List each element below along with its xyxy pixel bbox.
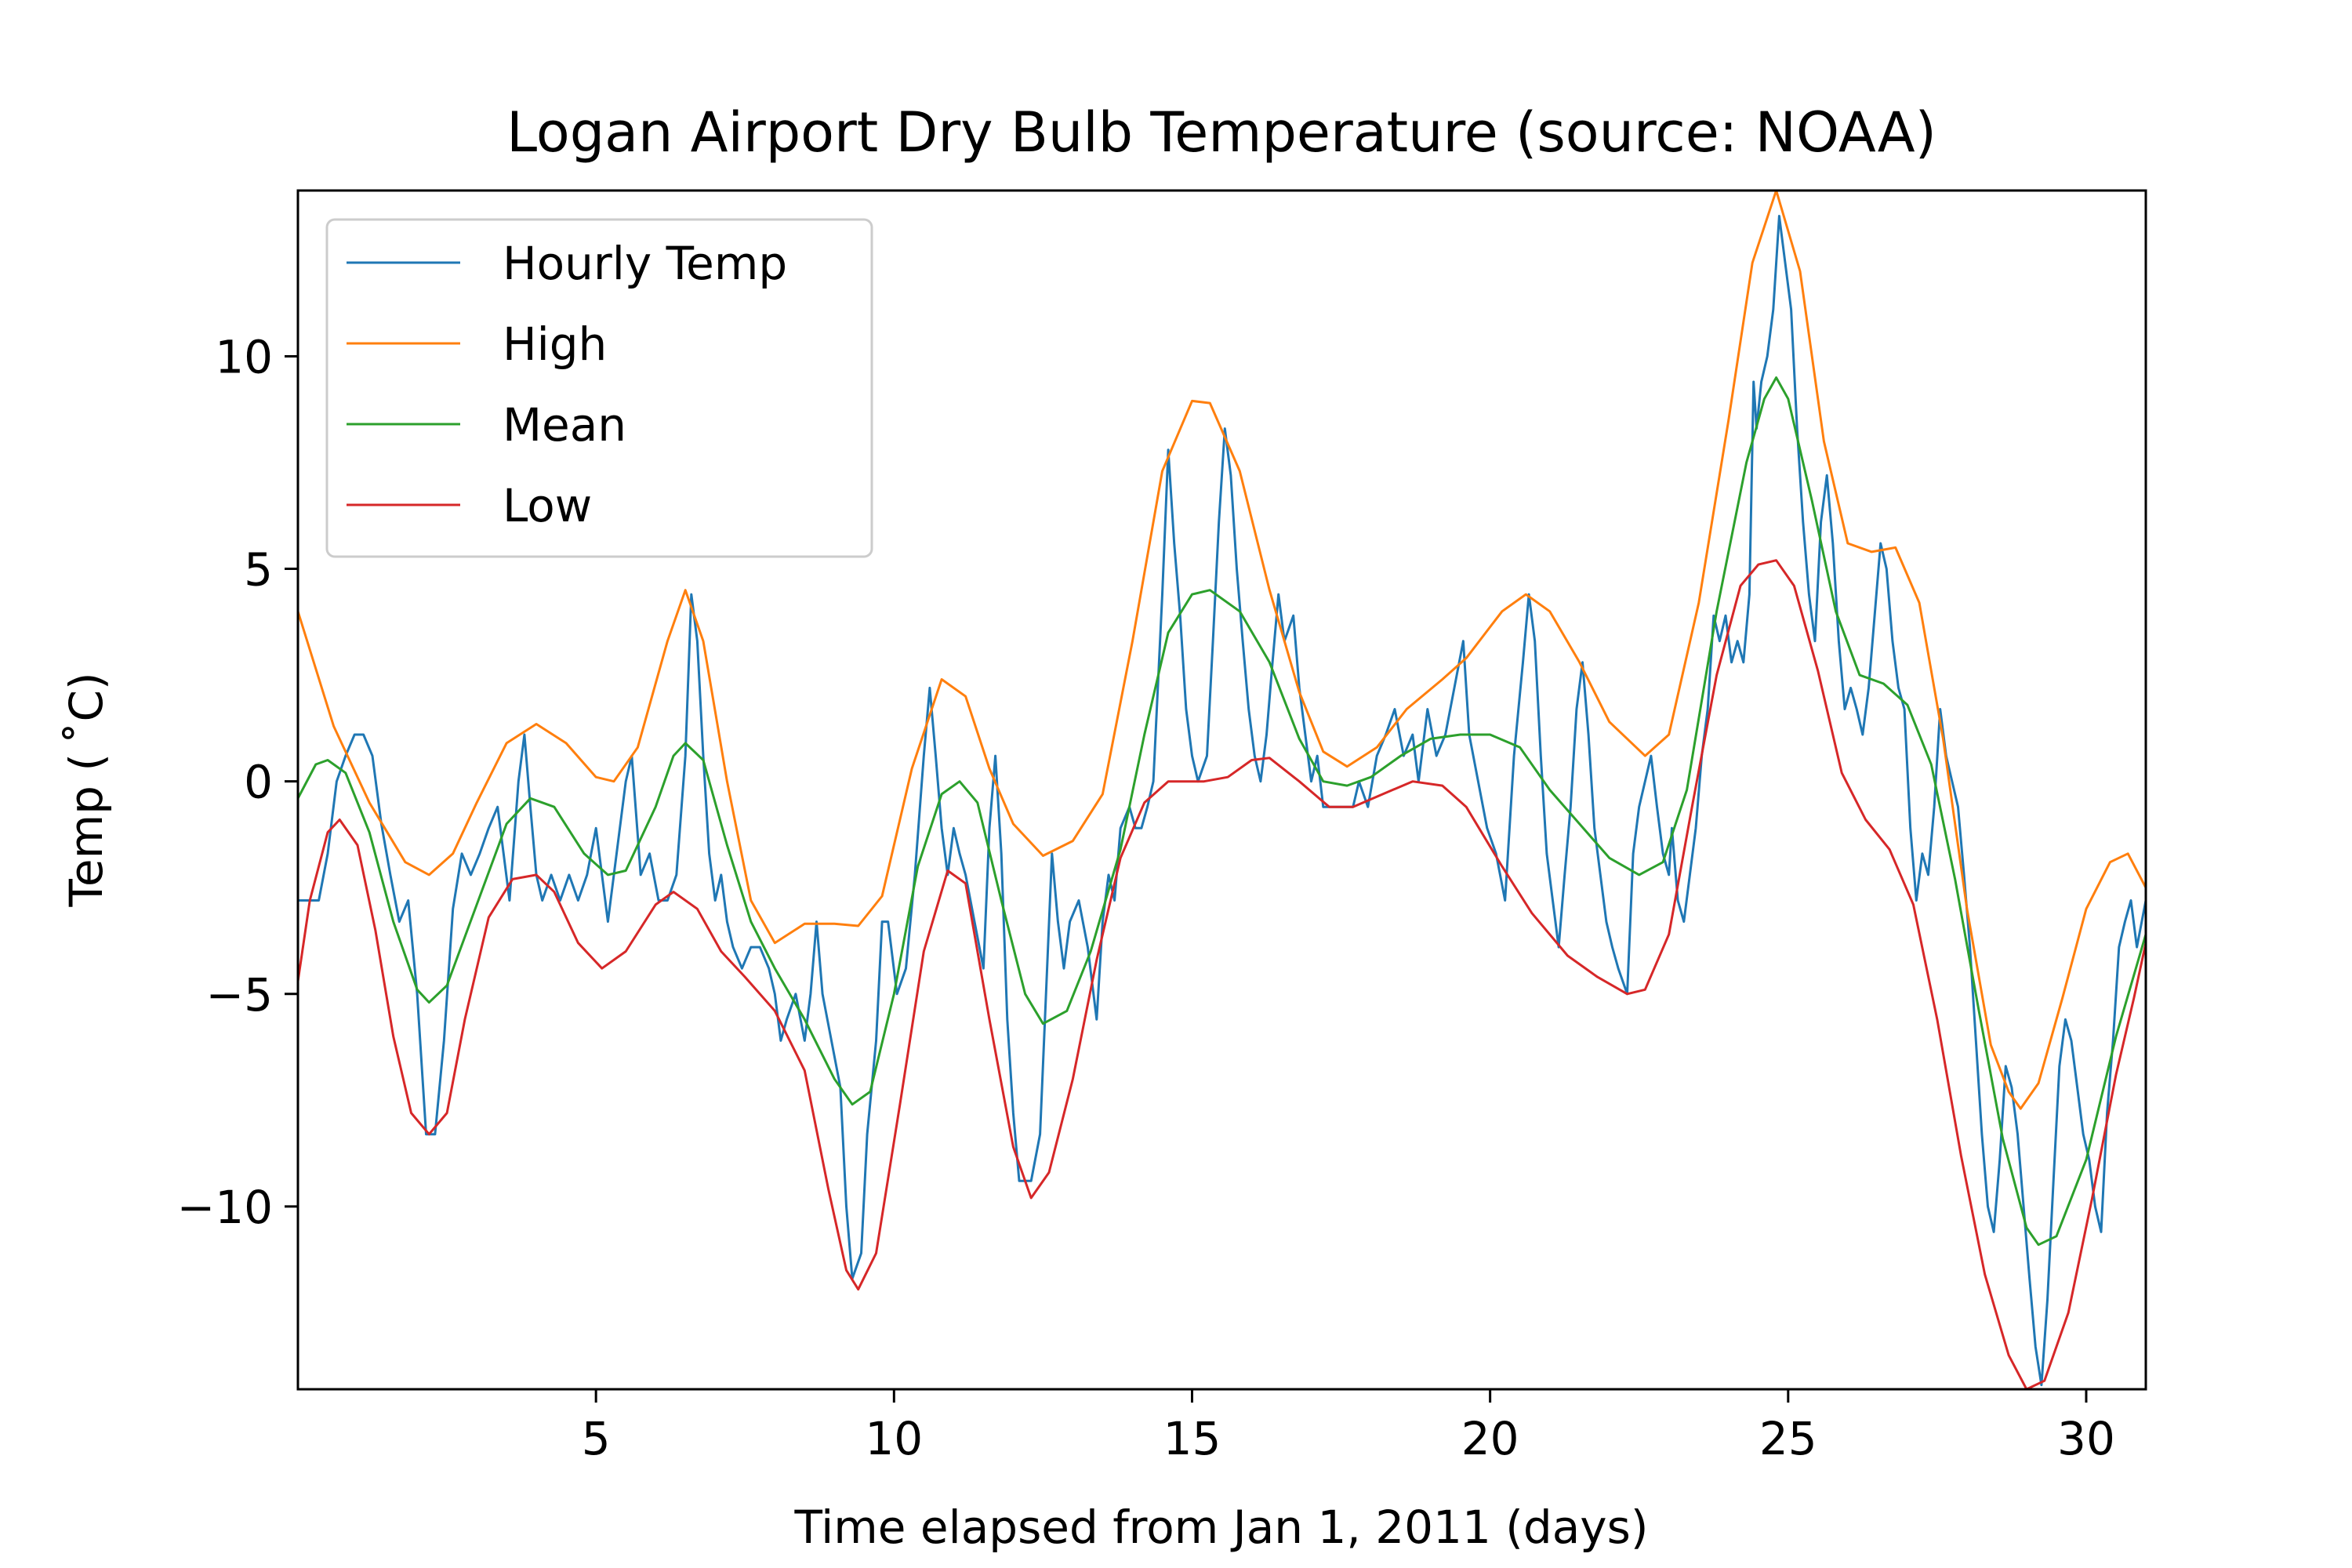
x-tick-label: 15 xyxy=(1163,1412,1221,1465)
x-tick-label: 25 xyxy=(1759,1412,1817,1465)
series-layer xyxy=(298,191,2146,1389)
x-tick-label: 20 xyxy=(1461,1412,1519,1465)
series-line-mean xyxy=(298,376,2146,1247)
legend-label-high: High xyxy=(503,318,607,371)
x-tick-label: 5 xyxy=(582,1412,611,1465)
y-tick-label: −5 xyxy=(206,968,274,1022)
x-axis-ticks: 5 10 15 20 25 30 xyxy=(582,1389,2115,1465)
y-axis-ticks: −10 −5 0 5 10 xyxy=(177,330,298,1234)
x-tick-label: 10 xyxy=(865,1412,923,1465)
y-tick-label: 0 xyxy=(244,756,273,809)
y-tick-label: −10 xyxy=(177,1181,273,1234)
legend: Hourly Temp High Mean Low xyxy=(325,218,873,558)
legend-label-mean: Mean xyxy=(503,398,626,452)
chart-title: Logan Airport Dry Bulb Temperature (sour… xyxy=(506,100,1936,165)
y-axis-label: Temp ( ˚C) xyxy=(60,672,113,907)
y-tick-label: 5 xyxy=(244,543,273,597)
series-line-low xyxy=(298,559,2146,1389)
legend-label-low: Low xyxy=(503,479,592,532)
series-line-high xyxy=(298,191,2146,1110)
legend-frame xyxy=(325,218,873,558)
x-axis-label: Time elapsed from Jan 1, 2011 (days) xyxy=(794,1501,1649,1554)
y-tick-label: 10 xyxy=(215,330,273,383)
x-tick-label: 30 xyxy=(2057,1412,2115,1465)
legend-label-hourly-temp: Hourly Temp xyxy=(503,237,787,290)
plot-area-frame xyxy=(296,189,2147,1391)
